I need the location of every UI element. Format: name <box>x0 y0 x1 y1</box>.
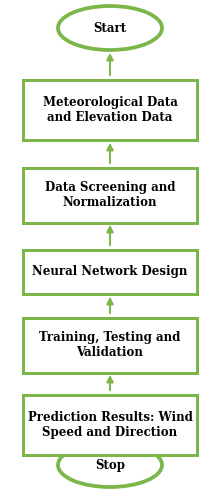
FancyBboxPatch shape <box>23 80 197 140</box>
FancyBboxPatch shape <box>23 250 197 294</box>
Ellipse shape <box>58 443 162 487</box>
Text: Start: Start <box>93 22 127 35</box>
Text: Neural Network Design: Neural Network Design <box>32 266 188 278</box>
FancyBboxPatch shape <box>23 168 197 222</box>
Text: Meteorological Data
and Elevation Data: Meteorological Data and Elevation Data <box>43 96 177 124</box>
FancyBboxPatch shape <box>23 395 197 455</box>
Text: Training, Testing and
Validation: Training, Testing and Validation <box>39 331 181 359</box>
Text: Data Screening and
Normalization: Data Screening and Normalization <box>45 181 175 209</box>
Text: Prediction Results: Wind
Speed and Direction: Prediction Results: Wind Speed and Direc… <box>28 411 192 439</box>
Ellipse shape <box>58 6 162 50</box>
FancyBboxPatch shape <box>23 318 197 372</box>
Text: Stop: Stop <box>95 458 125 471</box>
